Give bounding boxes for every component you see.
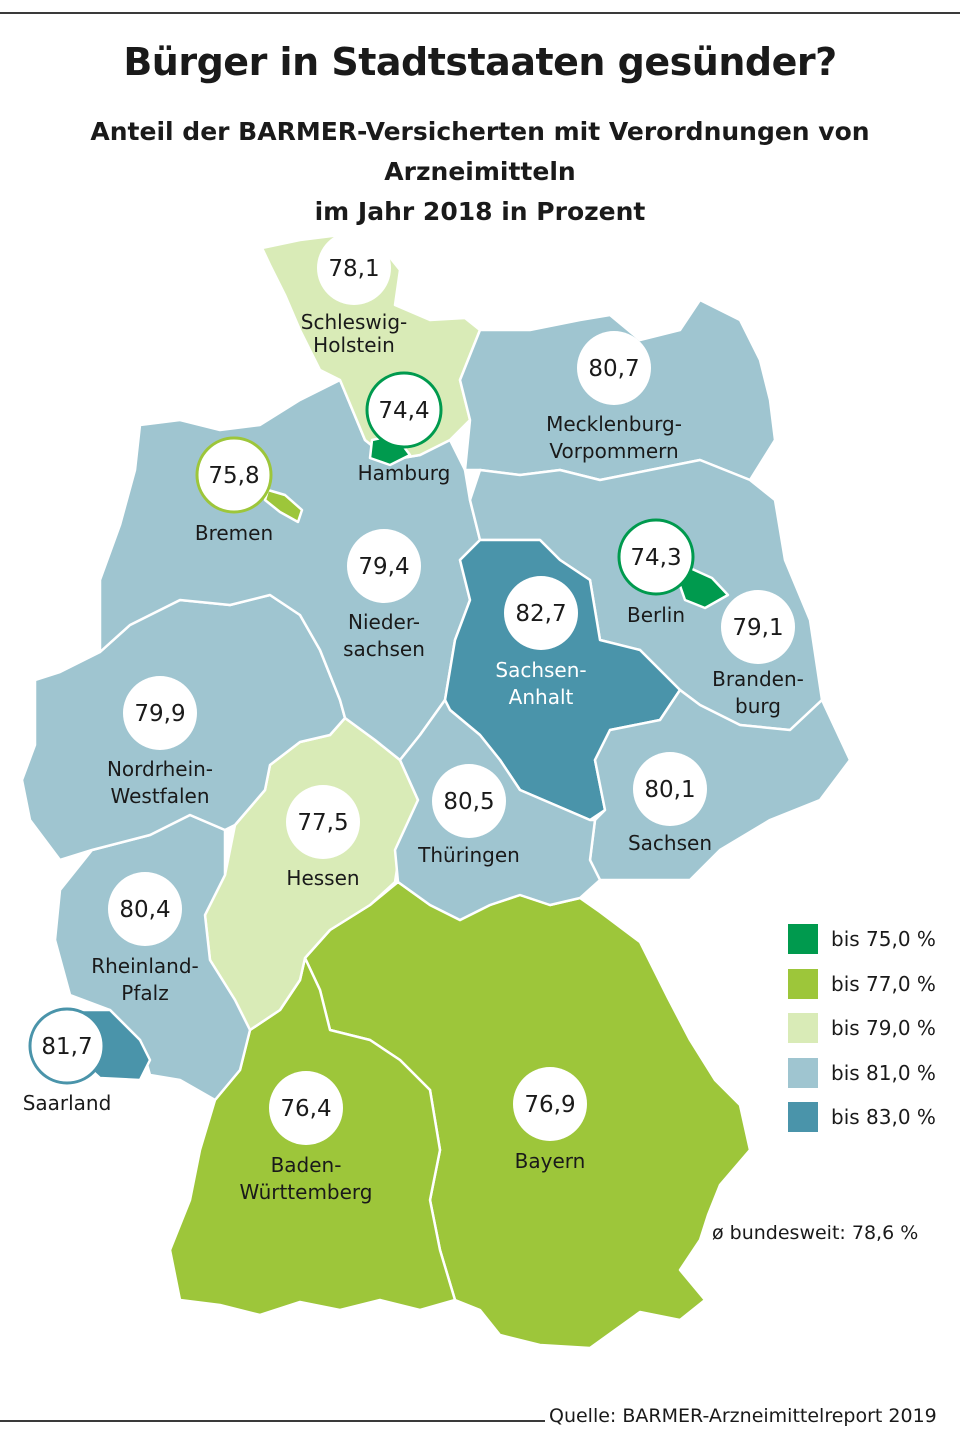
- region-bremen[interactable]: [263, 488, 304, 524]
- value-circle-he: [286, 785, 360, 859]
- value-label-mv: 80,7: [588, 356, 639, 382]
- value-circle-bb: [721, 590, 795, 664]
- value-circle-sl: [28, 1007, 106, 1085]
- value-circle-sh: [317, 231, 391, 305]
- legend-item: bis 83,0 %: [788, 1102, 936, 1132]
- value-label-th: 80,5: [443, 789, 494, 815]
- value-circle-ni: [347, 529, 421, 603]
- legend-label: bis 81,0 %: [831, 1060, 936, 1085]
- value-circle-st: [504, 576, 578, 650]
- value-circle-bw: [269, 1071, 343, 1145]
- legend-swatch: [788, 1013, 818, 1043]
- legend-item: bis 75,0 %: [788, 924, 936, 954]
- value-label-hb: 75,8: [208, 463, 259, 489]
- value-label-sn: 80,1: [644, 777, 695, 803]
- legend-swatch: [788, 968, 818, 999]
- state-name-ni: sachsen: [343, 637, 425, 661]
- value-label-hh: 74,4: [378, 398, 429, 424]
- state-name-bb: Branden-: [712, 667, 804, 691]
- legend-label: bis 77,0 %: [831, 971, 936, 996]
- value-label-sh: 78,1: [328, 256, 379, 282]
- value-circle-be: [617, 518, 695, 596]
- legend-item: bis 81,0 %: [788, 1057, 936, 1088]
- value-label-nw: 79,9: [134, 701, 185, 727]
- state-name-st: Anhalt: [509, 685, 574, 709]
- state-name-th: Thüringen: [417, 843, 520, 867]
- state-name-nw: Westfalen: [110, 784, 209, 808]
- state-name-bb: burg: [735, 694, 781, 718]
- legend-item: bis 79,0 %: [788, 1013, 936, 1043]
- bottom-rule: [0, 1420, 545, 1422]
- state-name-sh: Holstein: [313, 333, 395, 357]
- legend: bis 75,0 % bis 77,0 % bis 79,0 % bis 81,…: [788, 924, 936, 1147]
- value-circle-hb: [195, 436, 273, 514]
- state-name-bw: Baden-: [271, 1153, 342, 1177]
- map-markers: 78,1 Schleswig-Holstein 74,4 Hamburg 75,8 Bre…: [23, 231, 804, 1204]
- state-name-sl: Saarland: [23, 1091, 112, 1115]
- state-name-rp: Pfalz: [121, 981, 168, 1005]
- value-label-st: 82,7: [515, 601, 566, 627]
- value-label-by: 76,9: [524, 1092, 575, 1118]
- value-label-rp: 80,4: [119, 897, 170, 923]
- value-circle-th: [432, 764, 506, 838]
- legend-swatch: [788, 1057, 818, 1088]
- value-label-bb: 79,1: [732, 615, 783, 641]
- value-circle-by: [513, 1067, 587, 1141]
- legend-swatch: [788, 1102, 818, 1132]
- value-circle-nw: [123, 676, 197, 750]
- state-name-nw: Nordrhein-: [107, 757, 213, 781]
- legend-label: bis 75,0 %: [831, 927, 936, 951]
- value-label-he: 77,5: [297, 810, 348, 836]
- source-note: Quelle: BARMER-Arzneimittelreport 2019: [549, 1405, 937, 1427]
- value-circle-mv: [577, 331, 651, 405]
- state-name-sn: Sachsen: [628, 831, 712, 855]
- top-rule: [0, 12, 960, 14]
- state-name-mv: Mecklenburg-: [546, 412, 682, 436]
- state-name-mv: Vorpommern: [549, 439, 678, 463]
- state-name-sh: Schleswig-: [301, 310, 407, 334]
- state-name-rp: Rheinland-: [91, 954, 199, 978]
- page-subtitle: Anteil der BARMER-Versicherten mit Veror…: [0, 112, 960, 232]
- state-name-bw: Württemberg: [240, 1180, 373, 1204]
- national-average: ø bundesweit: 78,6 %: [712, 1222, 919, 1244]
- legend-item: bis 77,0 %: [788, 968, 936, 999]
- state-name-ni: Nieder-: [348, 610, 420, 634]
- state-name-hb: Bremen: [195, 521, 273, 545]
- page-title: Bürger in Stadtstaaten gesünder?: [123, 40, 837, 84]
- value-label-bw: 76,4: [280, 1096, 331, 1122]
- legend-label: bis 79,0 %: [831, 1016, 936, 1040]
- value-label-sl: 81,7: [41, 1034, 92, 1060]
- state-name-be: Berlin: [627, 603, 685, 627]
- subtitle-line-1: Anteil der BARMER-Versicherten mit Veror…: [90, 117, 870, 186]
- state-name-st: Sachsen-: [495, 658, 586, 682]
- value-label-be: 74,3: [630, 545, 681, 571]
- state-name-hh: Hamburg: [358, 461, 451, 485]
- value-circle-sn: [633, 752, 707, 826]
- legend-swatch: [788, 924, 818, 954]
- state-name-he: Hessen: [286, 866, 359, 890]
- value-circle-hh: [365, 371, 443, 449]
- value-circle-rp: [108, 872, 182, 946]
- value-label-ni: 79,4: [358, 554, 409, 580]
- legend-label: bis 83,0 %: [831, 1105, 936, 1129]
- state-name-by: Bayern: [515, 1149, 586, 1173]
- subtitle-line-2: im Jahr 2018 in Prozent: [314, 197, 646, 226]
